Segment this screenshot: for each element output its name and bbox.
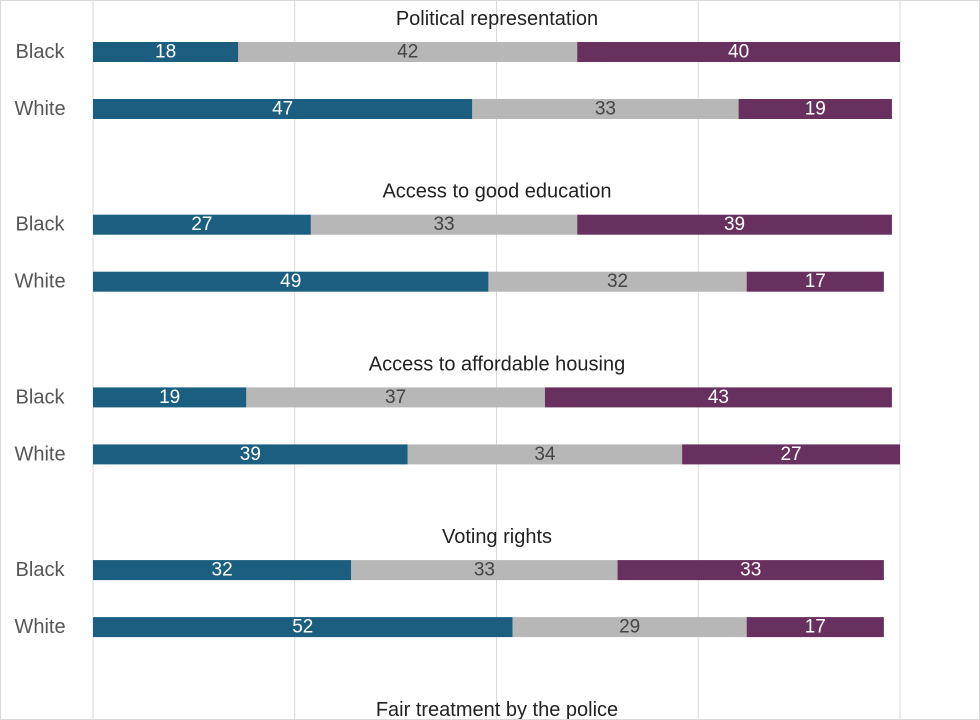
row-label: White (14, 271, 65, 293)
bar-segment (746, 271, 884, 292)
group-2: Access to affordable housing Black 19 37 43 W… (14, 353, 900, 465)
row-label: Black (16, 214, 66, 236)
bar-segment (93, 42, 239, 62)
group-3: Voting rights Black 32 33 33 White 52 29 17 (14, 526, 884, 638)
data-label: 49 (280, 271, 301, 292)
bar-segment (617, 560, 884, 581)
data-label: 43 (708, 387, 729, 408)
bar-segment (238, 42, 578, 62)
data-label: 33 (740, 560, 761, 581)
bar-segment (682, 444, 900, 465)
bar-segment (93, 444, 408, 465)
data-label: 52 (292, 617, 313, 638)
row-label: Black (16, 386, 66, 408)
group-4: Fair treatment by the police (376, 699, 618, 720)
row-label: Black (16, 41, 66, 63)
data-label: 32 (607, 271, 628, 292)
bar-segment (93, 560, 352, 581)
row-label: White (14, 616, 65, 638)
data-label: 29 (619, 617, 640, 638)
row-label: White (14, 443, 65, 465)
chart-groups: Political representation Black 18 42 40 White… (14, 8, 900, 720)
data-label: 47 (272, 99, 293, 120)
bar-segment (577, 42, 900, 62)
group-title: Access to affordable housing (369, 353, 625, 375)
data-label: 34 (534, 444, 556, 465)
bar-segment (488, 271, 747, 292)
group-1: Access to good education Black 27 33 39 White… (14, 181, 892, 293)
bar-segment (351, 560, 618, 581)
data-label: 33 (433, 214, 454, 235)
data-label: 17 (805, 271, 826, 292)
data-label: 33 (595, 99, 616, 120)
data-label: 33 (474, 560, 495, 581)
data-label: 40 (728, 42, 749, 63)
bar-segment (93, 99, 473, 119)
row-label: Black (16, 559, 66, 581)
bar-segment (93, 214, 311, 235)
data-label: 42 (397, 42, 418, 63)
data-label: 18 (155, 42, 176, 63)
bar-segment (472, 99, 739, 119)
group-title: Political representation (396, 8, 598, 30)
group-title: Access to good education (382, 181, 611, 203)
bar-segment (93, 617, 513, 638)
data-label: 19 (159, 387, 180, 408)
bar-segment (93, 387, 247, 408)
data-label: 27 (191, 214, 212, 235)
data-label: 37 (385, 387, 406, 408)
data-label: 32 (212, 560, 233, 581)
group-0: Political representation Black 18 42 40 White… (14, 8, 900, 120)
bar-segment (544, 387, 892, 408)
bar-segment (512, 617, 747, 638)
bar-segment (746, 617, 884, 638)
gridlines (92, 0, 901, 720)
bar-segment (93, 271, 489, 292)
data-label: 17 (805, 617, 826, 638)
data-label: 39 (240, 444, 261, 465)
bar-segment (246, 387, 545, 408)
data-label: 39 (724, 214, 745, 235)
group-title: Voting rights (442, 526, 552, 548)
bar-segment (577, 214, 892, 235)
data-label: 19 (805, 99, 826, 120)
bar-segment (310, 214, 578, 235)
data-label: 27 (780, 444, 801, 465)
row-label: White (14, 98, 65, 120)
group-title: Fair treatment by the police (376, 699, 618, 720)
bar-segment (407, 444, 683, 465)
bar-segment (738, 99, 892, 119)
